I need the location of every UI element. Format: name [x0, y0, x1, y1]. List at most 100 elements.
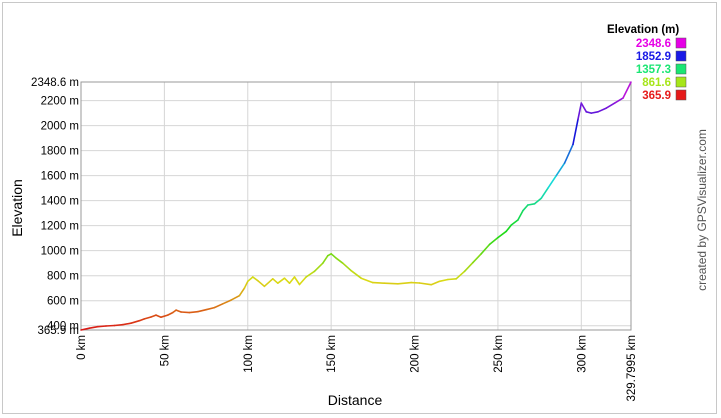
legend-value: 861.6 — [642, 77, 671, 89]
y-tick-label: 1600 m — [41, 171, 79, 183]
elevation-line-segment — [430, 280, 441, 286]
elevation-line-segment — [341, 262, 353, 272]
y-tick-label: 2348.6 m — [31, 77, 79, 89]
y-axis-title: Elevation — [9, 179, 25, 237]
elevation-line-segment — [540, 187, 549, 199]
elevation-line-segment — [330, 253, 338, 259]
x-tick-label: 100 km — [243, 335, 255, 373]
elevation-line-segment — [298, 276, 307, 286]
elevation-line-segment — [447, 277, 458, 281]
elevation-line-segment — [96, 325, 107, 328]
elevation-line-segment — [590, 111, 599, 114]
elevation-line-segment — [113, 323, 124, 327]
legend-value: 1852.9 — [636, 51, 671, 63]
elevation-line-segment — [605, 102, 616, 109]
elevation-line-segment — [180, 311, 191, 314]
elevation-line-segment — [205, 306, 216, 311]
y-tick-label: 1800 m — [41, 146, 79, 158]
elevation-line-segment — [155, 314, 162, 319]
y-tick-label: 2000 m — [41, 121, 79, 133]
elevation-line-segment — [522, 204, 529, 212]
y-tick-label: 1200 m — [41, 221, 79, 233]
elevation-line-segment — [360, 277, 374, 284]
elevation-line-segment — [597, 107, 608, 113]
elevation-line-segment — [527, 203, 536, 206]
x-tick-label: 329.7995 km — [626, 335, 638, 402]
elevation-line-segment — [585, 111, 593, 114]
elevation-line-segment — [283, 277, 291, 285]
elevation-line-segment — [166, 311, 174, 316]
elevation-line-segment — [455, 270, 466, 280]
elevation-line-segment — [397, 281, 413, 285]
elevation-line-segment — [293, 276, 301, 286]
legend-title: Elevation (m) — [607, 24, 679, 36]
elevation-line-segment — [383, 282, 399, 285]
grid — [80, 81, 632, 331]
elevation-line-segment — [222, 299, 232, 305]
elevation-line-segment — [88, 325, 99, 330]
elevation-line-segment — [213, 302, 224, 309]
elevation-line-segment — [350, 269, 363, 280]
elevation-line-segment — [497, 230, 508, 239]
y-tick-label: 400 m — [47, 321, 79, 333]
elevation-line-segment — [288, 276, 296, 285]
elevation-line-segment — [160, 314, 169, 319]
elevation-line-segment — [335, 257, 344, 265]
elevation-line-segment — [488, 236, 499, 246]
legend-swatch — [675, 89, 687, 101]
elevation-line-segment — [577, 102, 583, 121]
elevation-line-segment — [463, 261, 474, 273]
y-tick-label: 2200 m — [41, 96, 79, 108]
x-tick-label: 250 km — [493, 335, 505, 373]
elevation-line-segment — [572, 118, 579, 146]
elevation-line-segment — [613, 97, 624, 104]
x-tick-label: 200 km — [410, 335, 422, 373]
elevation-profile-line — [80, 81, 632, 331]
elevation-line-segment — [371, 281, 386, 285]
elevation-line-segment — [175, 309, 182, 313]
elevation-line-segment — [188, 310, 199, 314]
elevation-line-segment — [80, 327, 91, 331]
elevation-line-segment — [472, 253, 483, 264]
elevation-line-segment — [580, 102, 588, 113]
elevation-line-segment — [438, 278, 449, 283]
elevation-line-segment — [150, 314, 157, 318]
legend-swatch — [675, 63, 687, 75]
elevation-line-segment — [143, 316, 152, 320]
x-tick-label: 0 km — [76, 335, 88, 360]
elevation-line-segment — [263, 277, 274, 288]
y-tick-label: 800 m — [47, 271, 79, 283]
credit-text: created by GPSVisualizer.com — [695, 129, 709, 291]
elevation-line-segment — [230, 294, 241, 301]
elevation-line-segment — [480, 243, 491, 255]
legend-swatch — [675, 37, 687, 49]
elevation-line-segment — [517, 209, 524, 221]
legend-value: 2348.6 — [636, 38, 671, 50]
y-tick-label: 365.9 m — [37, 325, 79, 337]
x-tick-label: 300 km — [576, 335, 588, 373]
elevation-line-segment — [252, 276, 259, 282]
elevation-line-segment — [418, 282, 433, 286]
elevation-line-segment — [196, 308, 207, 313]
legend: Elevation (m) 2348.61852.91357.3861.6365… — [607, 24, 687, 102]
legend-value: 1357.3 — [636, 64, 671, 76]
elevation-line-segment — [247, 276, 254, 283]
elevation-line-segment — [555, 162, 566, 177]
plot-area-border — [80, 81, 632, 331]
legend-value: 365.9 — [642, 90, 671, 102]
x-axis-title: Distance — [328, 392, 383, 408]
elevation-line-segment — [121, 322, 132, 326]
elevation-line-segment — [547, 174, 558, 189]
elevation-line-segment — [276, 277, 286, 285]
elevation-line-segment — [257, 279, 266, 288]
legend-swatch — [675, 76, 687, 88]
elevation-line-segment — [238, 287, 246, 297]
y-tick-label: 1400 m — [41, 196, 79, 208]
x-tick-label: 50 km — [159, 335, 171, 366]
x-tick-label: 150 km — [326, 335, 338, 373]
elevation-line-segment — [313, 262, 324, 273]
elevation-line-segment — [138, 318, 146, 322]
elevation-line-segment — [271, 277, 279, 285]
